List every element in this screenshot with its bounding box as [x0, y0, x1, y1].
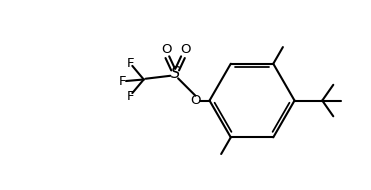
Text: O: O [161, 44, 172, 56]
Text: O: O [190, 94, 201, 107]
Text: F: F [127, 57, 134, 70]
Text: S: S [171, 66, 180, 82]
Text: F: F [119, 74, 126, 88]
Text: F: F [127, 90, 134, 103]
Text: O: O [180, 44, 191, 56]
